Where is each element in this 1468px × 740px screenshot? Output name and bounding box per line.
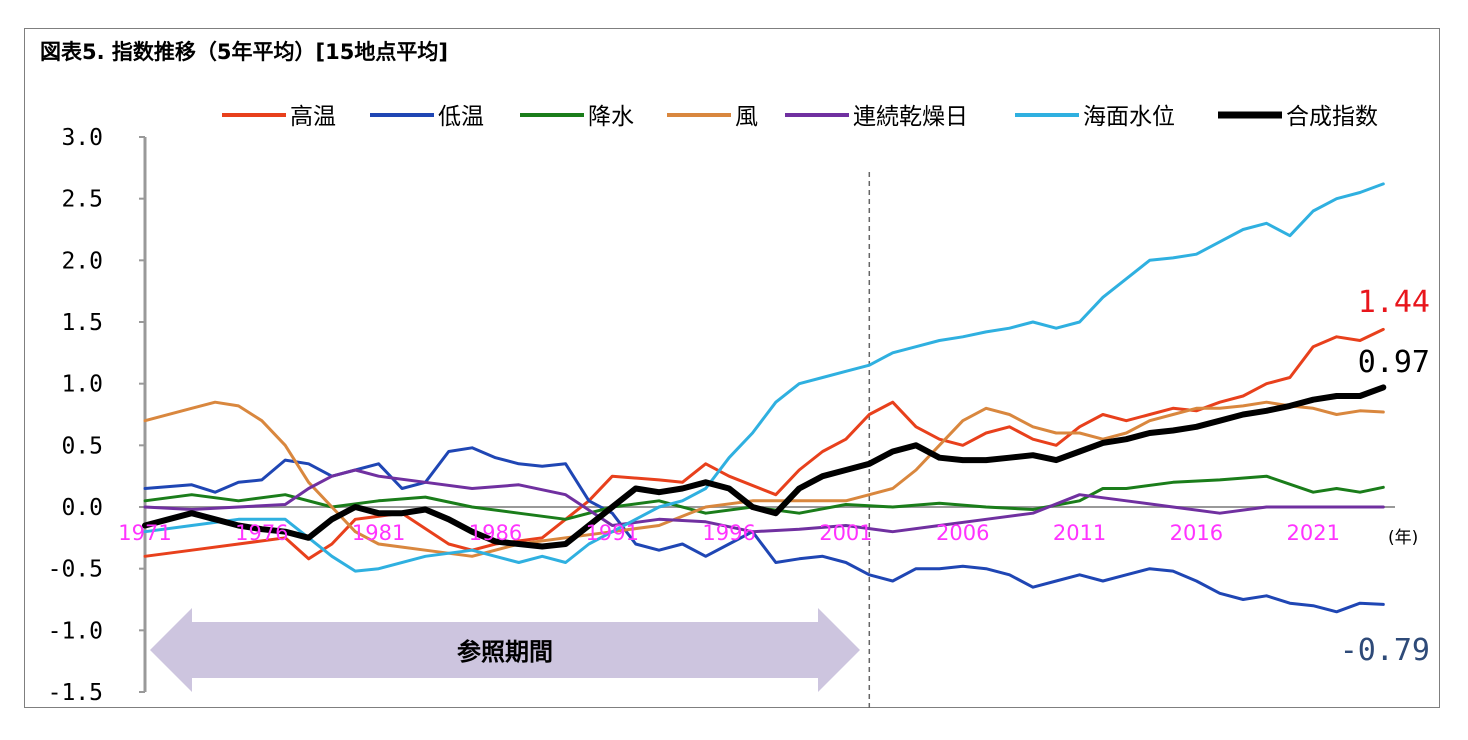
- series-line-3: [143, 400, 1385, 558]
- series-line-6: [142, 384, 1387, 550]
- y-tick-label: 2.5: [61, 187, 103, 213]
- x-tick-label: 1986: [469, 521, 522, 545]
- y-tick-label: 0.5: [61, 433, 103, 459]
- x-tick-label: 1996: [702, 521, 755, 545]
- x-unit-label: (年): [1388, 528, 1418, 548]
- series-line-1: [143, 446, 1385, 614]
- y-tick-label: -1.5: [48, 680, 103, 706]
- x-tick-label: 2021: [1286, 521, 1339, 545]
- legend-label-3: 風: [735, 104, 758, 130]
- chart-frame: [24, 28, 1440, 708]
- series-line-5: [143, 182, 1385, 573]
- reference-period-arrow: [150, 608, 860, 692]
- end-value-label-2: -0.79: [1340, 633, 1430, 668]
- y-tick-label: -1.0: [48, 618, 103, 644]
- y-tick-label: 3.0: [61, 125, 103, 151]
- series-line-4: [143, 468, 1385, 534]
- legend-label-5: 海面水位: [1083, 104, 1175, 130]
- end-value-label-0: 1.44: [1358, 285, 1430, 320]
- series-line-2: [143, 474, 1385, 521]
- end-value-label-1: 0.97: [1358, 345, 1430, 380]
- legend-label-1: 低温: [438, 104, 484, 130]
- series-line-0: [143, 327, 1385, 561]
- y-tick-label: -0.5: [48, 557, 103, 583]
- y-tick-label: 2.0: [61, 248, 103, 274]
- x-tick-label: 1981: [352, 521, 405, 545]
- legend-label-2: 降水: [588, 104, 634, 130]
- x-tick-label: 2001: [819, 521, 872, 545]
- x-tick-label: 2006: [936, 521, 989, 545]
- y-tick-label: 1.5: [61, 310, 103, 336]
- x-tick-label: 2011: [1053, 521, 1106, 545]
- y-tick-label: 0.0: [61, 495, 103, 521]
- legend-label-0: 高温: [290, 104, 336, 130]
- x-tick-label: 1971: [118, 521, 171, 545]
- x-tick-label: 1976: [235, 521, 288, 545]
- legend-label-4: 連続乾燥日: [853, 104, 968, 130]
- reference-period-label: 参照期間: [457, 638, 553, 666]
- x-tick-label: 1991: [586, 521, 639, 545]
- y-tick-label: 1.0: [61, 372, 103, 398]
- x-tick-label: 2016: [1170, 521, 1223, 545]
- chart-title: 図表5. 指数推移（5年平均）[15地点平均]: [40, 40, 448, 64]
- legend-label-6: 合成指数: [1286, 104, 1378, 130]
